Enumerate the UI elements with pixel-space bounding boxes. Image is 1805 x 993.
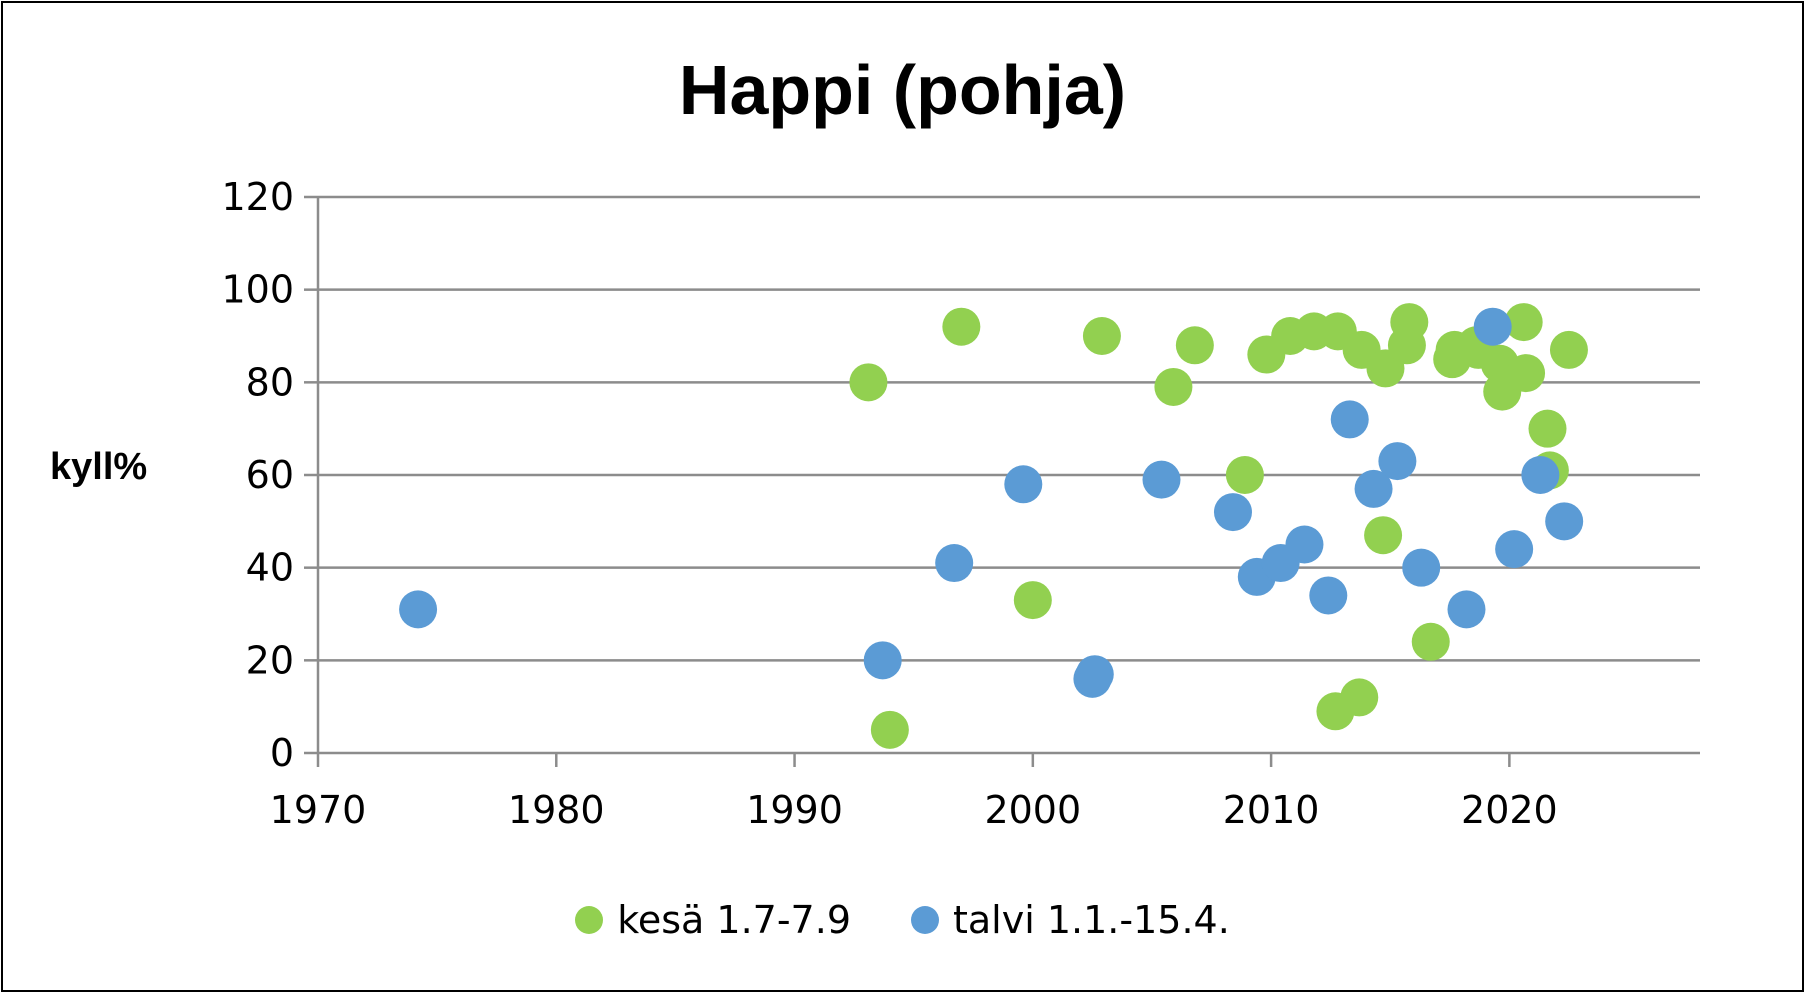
legend: kesä 1.7-7.9 talvi 1.1.-15.4. xyxy=(0,898,1805,942)
point-s1-3 xyxy=(1004,465,1043,504)
legend-swatch-winter xyxy=(911,906,939,934)
point-s0-1 xyxy=(870,710,909,749)
point-s1-13 xyxy=(1354,469,1393,508)
point-s0-19 xyxy=(1411,622,1450,661)
point-s1-5 xyxy=(1075,655,1114,694)
point-s1-18 xyxy=(1495,530,1534,569)
point-s1-12 xyxy=(1330,400,1369,439)
legend-swatch-summer xyxy=(575,906,604,934)
point-s0-15 xyxy=(1364,516,1403,555)
x-tick-label-2010: 2010 xyxy=(1223,788,1320,832)
point-s1-16 xyxy=(1447,590,1486,629)
point-s0-5 xyxy=(1154,367,1193,406)
point-s0-7 xyxy=(1225,456,1264,494)
legend-item-summer: kesä 1.7-7.9 xyxy=(575,898,851,942)
axes xyxy=(304,195,1700,767)
point-s1-1 xyxy=(863,641,902,680)
point-s1-15 xyxy=(1402,548,1441,587)
point-s1-14 xyxy=(1378,442,1417,481)
point-s0-3 xyxy=(1013,581,1052,620)
point-s1-19 xyxy=(1521,456,1560,494)
legend-label-winter: talvi 1.1.-15.4. xyxy=(953,898,1230,942)
x-tick-label-2020: 2020 xyxy=(1461,788,1558,832)
series-1 xyxy=(399,307,1584,698)
grid-lines xyxy=(318,195,1700,662)
point-s1-2 xyxy=(935,544,974,583)
data-points xyxy=(399,303,1588,749)
x-tick-labels: 1970 1980 1990 2000 2010 2020 xyxy=(270,788,1558,832)
point-s1-0 xyxy=(399,590,438,629)
chart-title: Happi (pohja) xyxy=(678,51,1127,129)
point-s0-13 xyxy=(1340,678,1379,717)
y-tick-label-100: 100 xyxy=(221,268,294,312)
point-s1-11 xyxy=(1309,576,1348,615)
y-tick-label-40: 40 xyxy=(246,546,294,590)
x-tick-label-1980: 1980 xyxy=(508,788,605,832)
y-tick-labels: 0 20 40 60 80 100 120 xyxy=(221,175,294,775)
point-s0-28 xyxy=(1528,409,1567,448)
x-tick-label-1970: 1970 xyxy=(270,788,367,832)
x-tick-label-1990: 1990 xyxy=(746,788,843,832)
y-tick-label-0: 0 xyxy=(270,731,294,775)
y-tick-label-20: 20 xyxy=(246,638,294,682)
y-tick-label-80: 80 xyxy=(246,360,294,404)
point-s0-30 xyxy=(1549,330,1588,369)
legend-item-winter: talvi 1.1.-15.4. xyxy=(911,898,1230,942)
x-tick-label-2000: 2000 xyxy=(984,788,1081,832)
point-s0-6 xyxy=(1175,326,1214,365)
point-s0-0 xyxy=(849,363,888,402)
legend-label-summer: kesä 1.7-7.9 xyxy=(617,898,851,942)
point-s0-18 xyxy=(1390,303,1429,342)
y-tick-label-60: 60 xyxy=(246,453,294,497)
point-s1-6 xyxy=(1142,460,1181,499)
point-s0-2 xyxy=(942,307,981,346)
point-s1-10 xyxy=(1285,525,1324,564)
point-s0-27 xyxy=(1507,354,1546,393)
y-axis-label: kyll% xyxy=(50,446,148,488)
y-tick-label-120: 120 xyxy=(221,175,294,219)
point-s1-7 xyxy=(1213,493,1252,532)
series-0 xyxy=(849,303,1588,749)
point-s1-20 xyxy=(1545,502,1584,541)
point-s0-4 xyxy=(1082,317,1121,355)
point-s0-26 xyxy=(1504,303,1543,342)
point-s1-17 xyxy=(1473,307,1512,346)
